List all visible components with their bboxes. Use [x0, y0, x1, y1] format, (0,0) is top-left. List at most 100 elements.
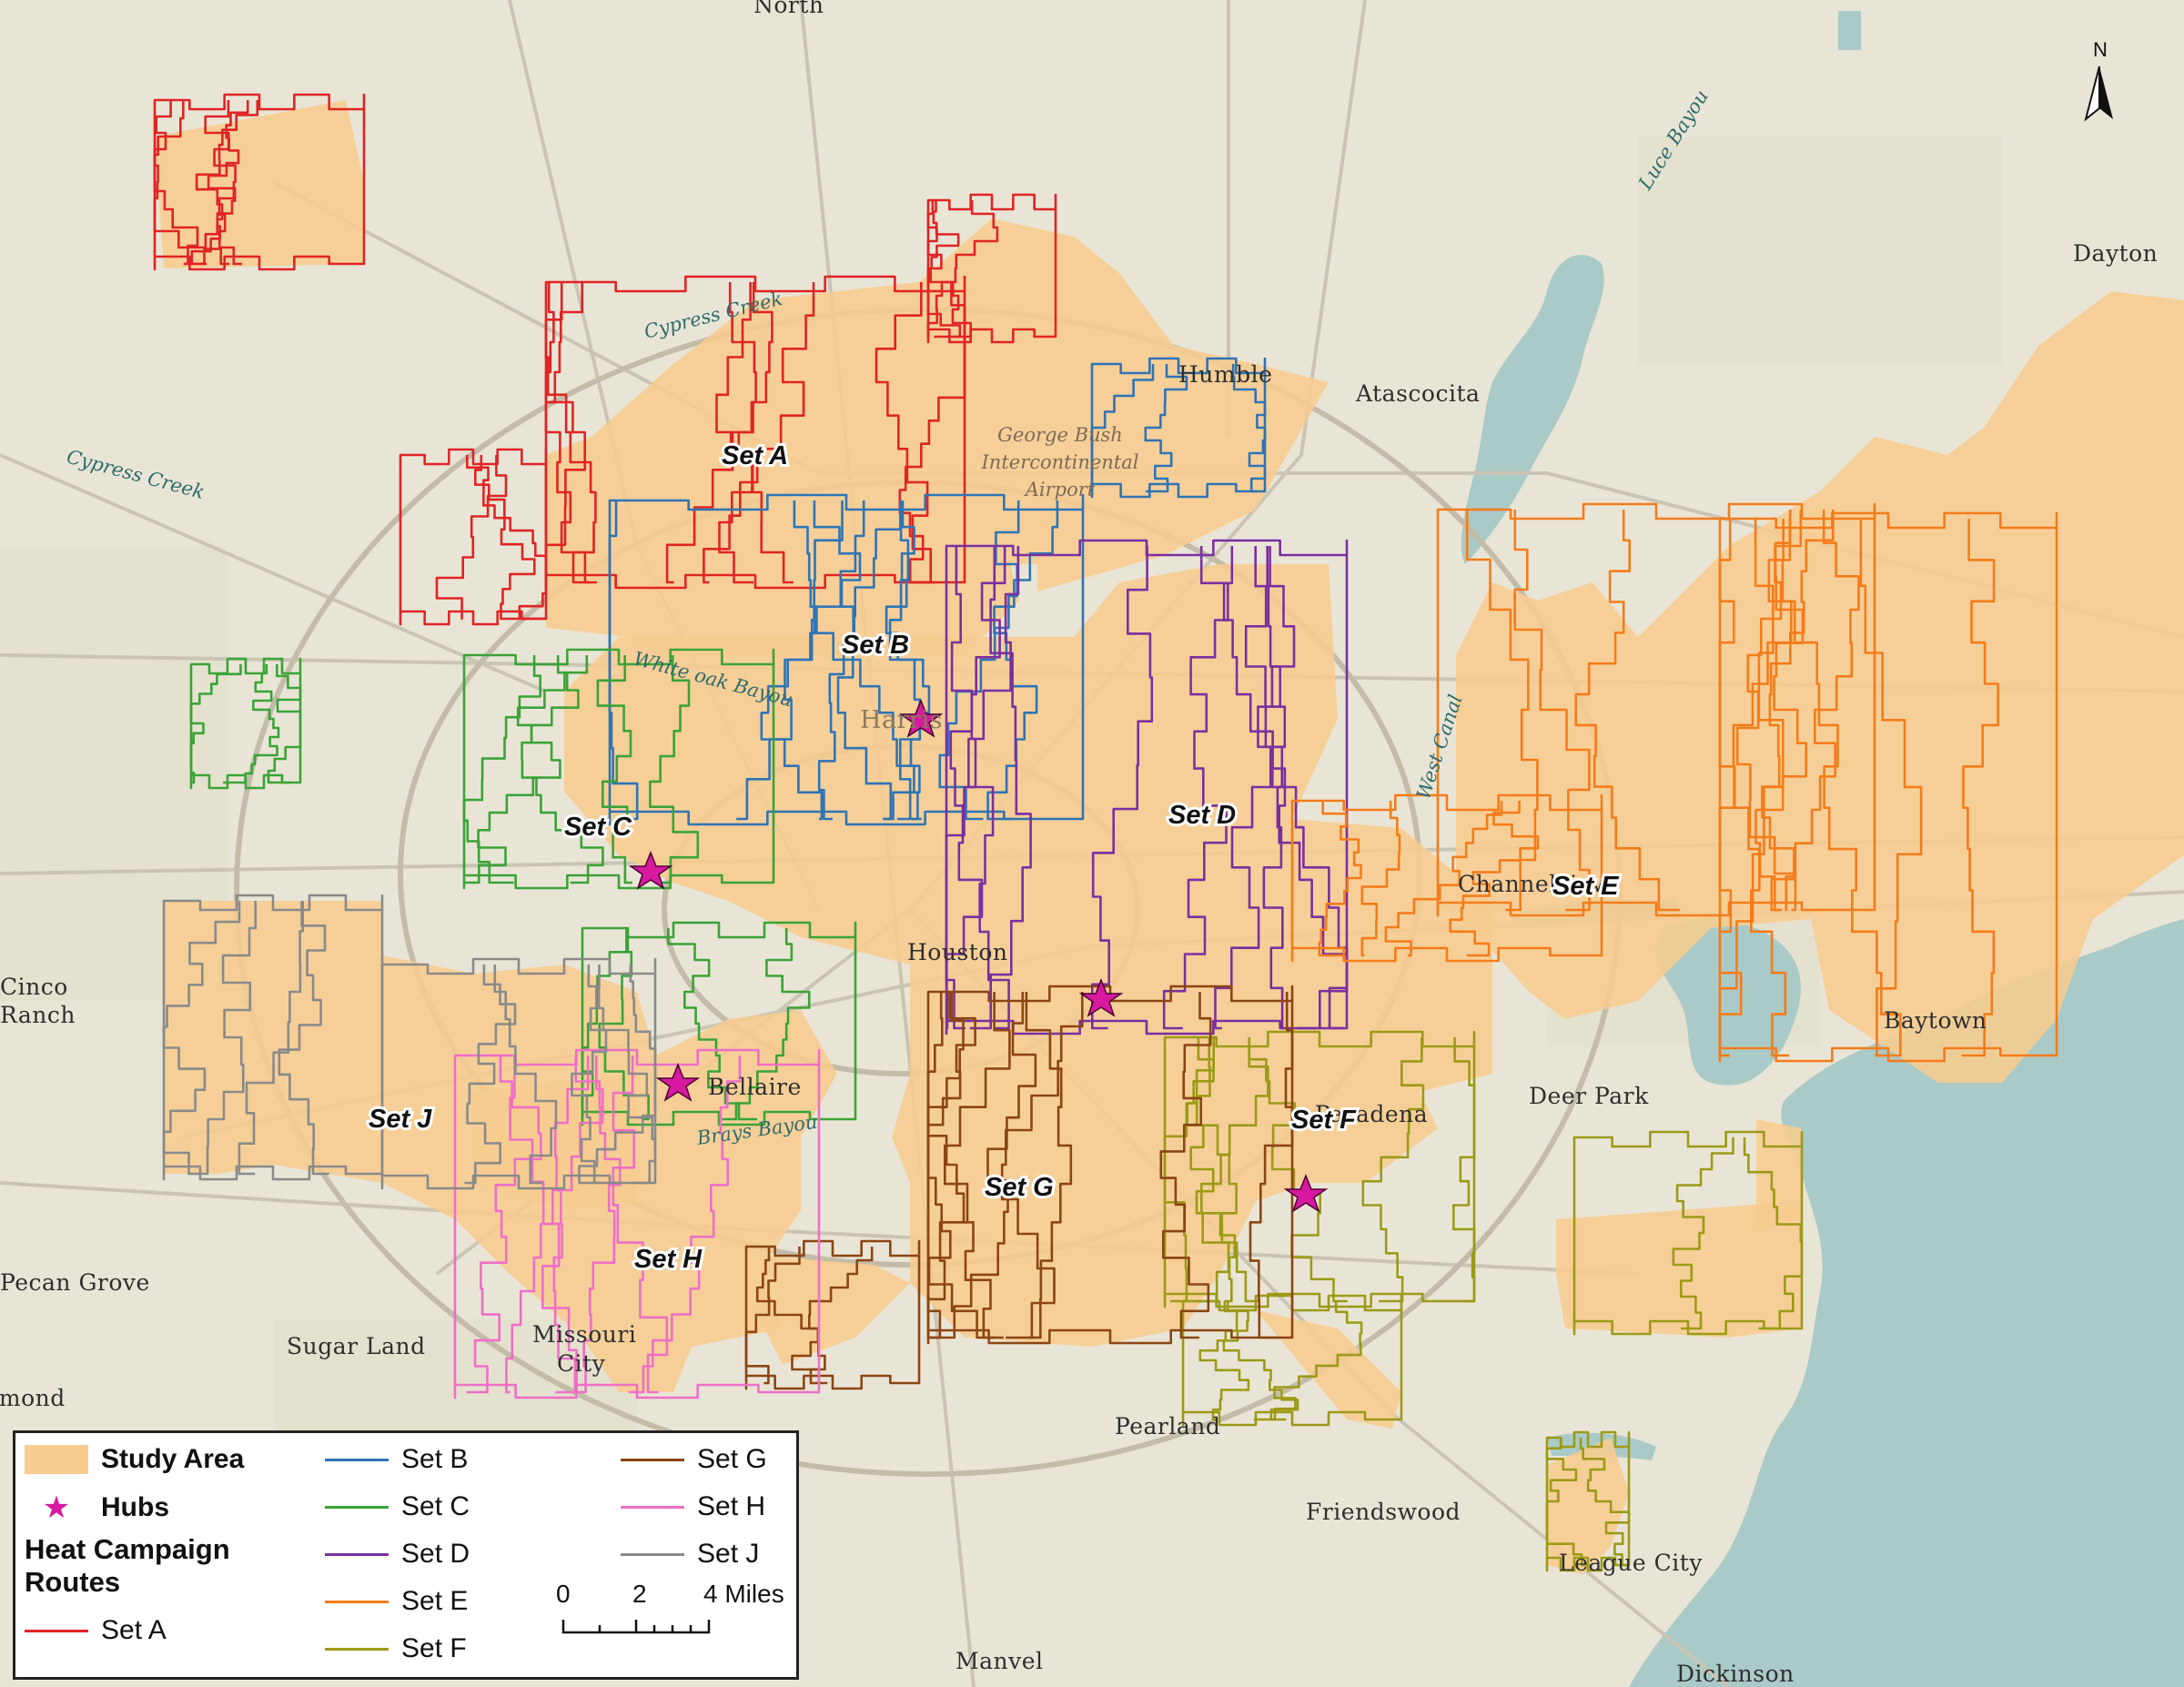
set-d-route [1091, 546, 1154, 1030]
place-label: City [557, 1350, 606, 1377]
scale-bar: 0 2 4 Miles [556, 1580, 784, 1665]
set-e-route [1761, 510, 1835, 912]
set-e-route [1513, 510, 1591, 912]
set-f-route [1672, 1137, 1734, 1330]
hub-star[interactable] [655, 1062, 701, 1102]
set-h-label: Set H [634, 1245, 703, 1274]
north-label: N [2093, 38, 2108, 61]
place-label: Sugar Land [287, 1333, 426, 1359]
study-area-south-tip [1256, 1310, 1401, 1429]
set-c-label: Set C [564, 813, 632, 842]
set-a-route [544, 282, 597, 584]
study-area-swatch [25, 1445, 88, 1474]
set-c-route [223, 664, 280, 784]
set-c-route [462, 655, 541, 884]
place-label: Deer Park [1529, 1083, 1649, 1109]
set-h-route [466, 1056, 542, 1394]
set-g-route [1025, 992, 1073, 1339]
set-a-route-outline [544, 275, 966, 590]
hub-star[interactable] [1283, 1173, 1329, 1213]
legend-routes-title-2: Routes [25, 1566, 121, 1598]
set-d-route [945, 546, 1006, 1030]
set-h-route [612, 1056, 669, 1394]
place-label: Cinco [0, 974, 68, 1000]
legend-set-e-label: Set E [401, 1586, 469, 1616]
set-a-route-outline [153, 93, 366, 271]
place-label: Dayton [2073, 240, 2158, 267]
set-b-line [325, 1458, 389, 1461]
set-a-route [153, 100, 199, 266]
set-j-route [464, 965, 517, 1185]
legend-set-g-label: Set G [697, 1444, 767, 1474]
hub-star[interactable] [898, 698, 944, 738]
place-label: Baytown [1884, 1007, 1987, 1034]
legend-hubs-label: Hubs [101, 1492, 169, 1522]
set-e-route [1735, 510, 1803, 912]
place-label: Bellaire [708, 1074, 802, 1100]
set-c-route [464, 655, 589, 884]
set-h-route [628, 1056, 742, 1394]
hubs [628, 698, 1329, 1213]
set-e-route [1449, 801, 1540, 957]
set-a-route [153, 100, 206, 266]
set-g-route [929, 992, 1037, 1339]
set-f-route-outline [1163, 1030, 1476, 1308]
set-f-route [1222, 1301, 1299, 1421]
place-label: Friendswood [1306, 1499, 1461, 1525]
set-d-label: Set D [1168, 801, 1236, 830]
study-area-league-city [1547, 1438, 1629, 1574]
place-label: North [753, 0, 824, 18]
set-e-route-outline [1436, 502, 1876, 917]
scale-label-4: 4 Miles [703, 1580, 784, 1608]
galveston-bay [1629, 919, 2184, 1687]
set-labels: Set A Set B Set C Set D Set E Set F Set … [366, 439, 1623, 1277]
hub-star[interactable] [628, 850, 673, 890]
place-label: Manvel [956, 1648, 1044, 1674]
legend-study-area: Study Area [25, 1444, 244, 1475]
set-f-route [1452, 1037, 1476, 1303]
legend-set-c: Set C [325, 1491, 470, 1522]
set-d-route [1214, 546, 1281, 1030]
set-d-line [325, 1552, 389, 1556]
star-icon: ★ [42, 1490, 71, 1526]
set-h-route [572, 1056, 622, 1394]
set-j-route [187, 901, 258, 1176]
hub-star[interactable] [1078, 977, 1124, 1017]
set-f-line [325, 1647, 389, 1651]
set-e-route [1360, 801, 1401, 957]
set-b-route [836, 500, 893, 821]
set-a-route [703, 282, 815, 584]
set-e-route [1754, 510, 1807, 912]
set-a-route [728, 282, 794, 584]
set-e-route [1318, 801, 1362, 957]
set-d-route [969, 546, 1032, 1030]
set-g-label: Set G [985, 1173, 1054, 1202]
set-j-route [238, 901, 304, 1176]
legend-set-h-label: Set H [697, 1491, 766, 1521]
set-b-route [1144, 364, 1188, 493]
set-e-route [1859, 519, 1923, 1057]
set-g-line [621, 1458, 684, 1461]
legend-set-a: Set A [25, 1615, 167, 1646]
scale-label-0: 0 [556, 1580, 571, 1608]
set-e-route-outline [1290, 793, 1603, 963]
route-sets [153, 93, 2058, 1572]
set-f-route [1195, 1037, 1259, 1303]
set-f-route [1248, 1037, 1348, 1303]
set-b-route-outline [608, 493, 1085, 826]
set-e-label: Set E [1552, 872, 1620, 901]
set-a-label: Set A [722, 441, 788, 470]
set-f-route [1579, 1438, 1631, 1567]
legend-set-c-label: Set C [401, 1491, 470, 1521]
legend-hubs: ★ Hubs [25, 1490, 169, 1526]
place-label: Channelview [1458, 871, 1612, 897]
north-arrow-icon [2084, 66, 2113, 122]
set-a-route [926, 200, 962, 338]
set-c-route [667, 928, 758, 1121]
legend-set-g: Set G [621, 1444, 767, 1475]
set-b-route [736, 500, 844, 821]
place-label: Atascocita [1355, 380, 1480, 407]
set-a-line [25, 1629, 88, 1632]
set-b-route [888, 500, 922, 821]
